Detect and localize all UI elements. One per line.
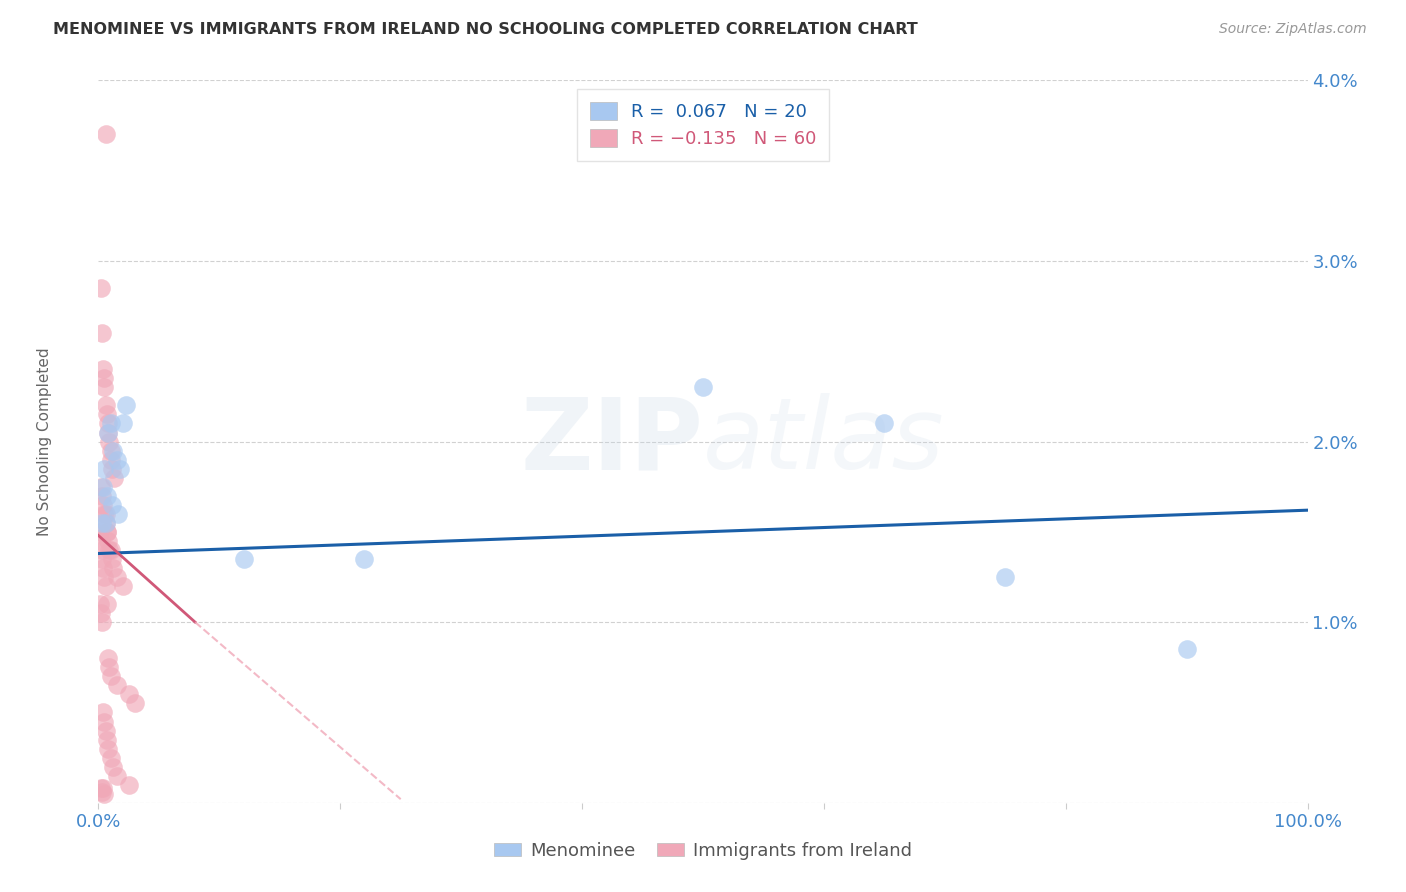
Point [101,561,124,575]
Point [91,552,114,566]
Point [94,128,117,142]
Point [91,706,114,720]
Point [91,362,114,376]
Point [97,425,120,440]
Point [91,489,114,503]
Point [97,417,120,431]
Point [94,507,117,521]
Point [93,570,115,584]
Point [115,398,138,412]
Point [100,461,122,475]
Point [124,697,146,711]
Point [90,533,112,548]
Point [94,516,117,530]
Point [94,579,117,593]
Point [105,570,128,584]
Point [100,750,122,764]
Point [97,651,120,665]
Point [232,552,254,566]
Point [89,597,111,611]
Point [91,326,114,340]
Point [96,597,118,611]
Point [91,615,114,630]
Point [96,524,118,539]
Point [100,498,122,512]
Point [994,570,1017,584]
Point [90,606,112,620]
Point [98,660,121,674]
Point [91,498,114,512]
Point [101,760,124,774]
Point [108,461,131,475]
Point [91,781,114,796]
Point [91,785,114,799]
Legend: R =  0.067   N = 20, R = −0.135   N = 60: R = 0.067 N = 20, R = −0.135 N = 60 [576,89,830,161]
Point [93,371,115,385]
Point [118,687,141,701]
Point [91,480,114,494]
Point [100,417,122,431]
Point [100,452,122,467]
Point [1175,642,1198,657]
Point [94,398,117,412]
Point [96,408,118,422]
Legend: Menominee, Immigrants from Ireland: Menominee, Immigrants from Ireland [486,835,920,867]
Point [96,732,118,747]
Point [91,542,114,557]
Point [692,380,714,394]
Point [90,480,112,494]
Point [96,524,118,539]
Point [98,542,121,557]
Point [97,741,120,756]
Point [91,516,114,530]
Point [100,552,122,566]
Point [97,425,120,440]
Point [93,714,115,729]
Point [94,723,117,738]
Point [111,417,134,431]
Point [91,561,114,575]
Point [98,434,121,449]
Text: atlas: atlas [703,393,945,490]
Point [105,769,128,783]
Text: Source: ZipAtlas.com: Source: ZipAtlas.com [1219,22,1367,37]
Point [100,542,122,557]
Point [97,533,120,548]
Point [96,489,118,503]
Point [101,443,124,458]
Point [94,516,117,530]
Text: No Schooling Completed: No Schooling Completed [37,347,52,536]
Point [93,507,115,521]
Text: ZIP: ZIP [520,393,703,490]
Point [100,669,122,683]
Point [100,443,122,458]
Point [90,781,112,796]
Point [90,281,112,295]
Point [107,507,129,521]
Point [93,787,115,801]
Point [353,552,375,566]
Point [118,778,141,792]
Point [93,461,115,475]
Point [105,678,128,692]
Point [873,417,896,431]
Point [93,380,115,394]
Point [111,579,134,593]
Point [89,524,111,539]
Text: MENOMINEE VS IMMIGRANTS FROM IRELAND NO SCHOOLING COMPLETED CORRELATION CHART: MENOMINEE VS IMMIGRANTS FROM IRELAND NO … [53,22,918,37]
Point [103,470,125,484]
Point [105,452,128,467]
